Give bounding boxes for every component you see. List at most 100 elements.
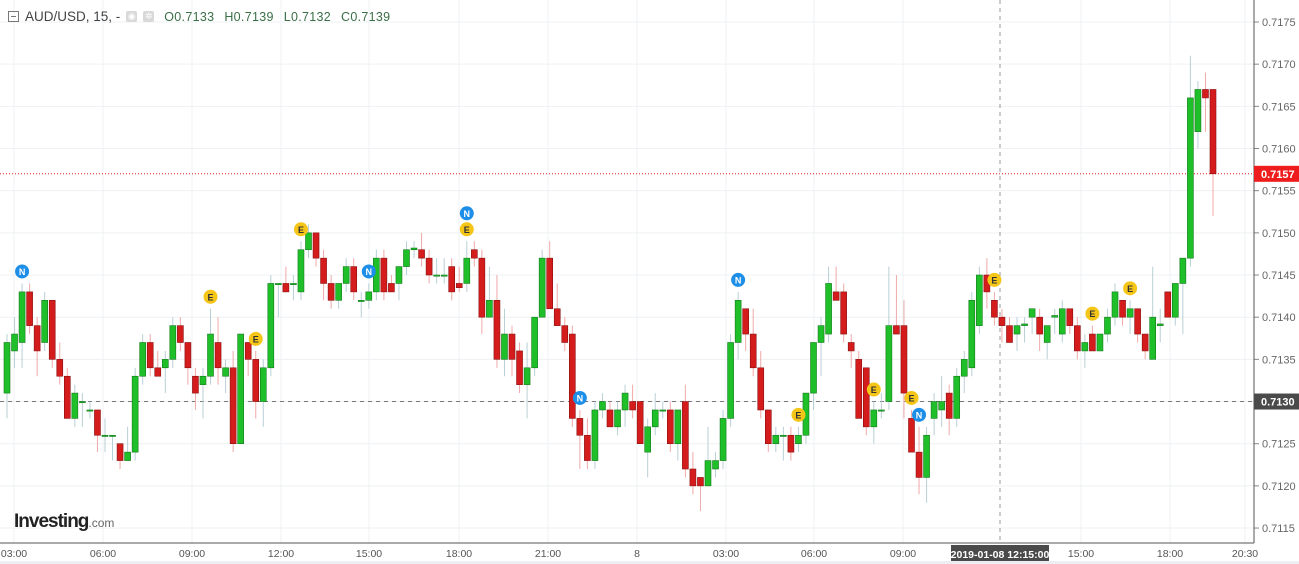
eye-icon[interactable]: ◉ [126,11,138,22]
gear-icon[interactable]: ✲ [143,11,155,22]
candle-body [953,375,961,419]
news-event-marker[interactable]: N [912,407,927,422]
candle-body [923,434,930,478]
crosshair-price-label-bg [1254,393,1299,410]
time-tick-label: 15:00 [356,548,382,560]
candle-body [177,325,184,343]
candle [169,317,177,368]
event-marker-letter: E [298,225,304,235]
crosshair-time-label: 2019-01-08 12:15:00 [951,549,1050,561]
symbol-label: AUD/USD, 15, - [25,9,121,24]
candle [410,241,418,259]
candle-body [1156,323,1164,326]
time-tick-label: 8 [634,548,640,560]
candle [124,426,131,461]
candle [297,241,305,301]
price-tick-label: 0.7175 [1262,17,1296,29]
candle [591,401,599,470]
candle [448,258,456,301]
candle [960,350,968,394]
candle [1141,333,1149,360]
time-tick-label: 15:00 [1068,548,1094,560]
candle [659,401,667,419]
candle-body [455,283,463,288]
candle-body [915,451,923,478]
news-event-marker[interactable]: N [572,390,587,405]
economic-event-marker[interactable]: E [987,272,1002,287]
economic-event-marker[interactable]: E [459,222,474,237]
event-marker-circle [791,407,806,422]
time-tick-label: 18:00 [1157,548,1183,560]
news-event-marker[interactable]: N [731,272,746,287]
candle-body [161,359,169,369]
candle-body [131,375,139,453]
candle [908,409,915,453]
candle [870,401,878,444]
candle [832,266,840,301]
time-tick-label: 06:00 [801,548,827,560]
candle-body [41,300,48,343]
economic-event-marker[interactable]: E [293,222,308,237]
candle-body [976,274,983,326]
current-price-label: 0.7157 [1261,169,1295,181]
candle [704,426,712,487]
economic-event-marker[interactable]: E [1123,281,1138,296]
candle [817,317,825,377]
candle-body [1043,325,1051,343]
candle [576,409,584,470]
candle-body [1187,97,1194,259]
price-tick-label: 0.7115 [1262,523,1295,535]
candle [772,426,780,453]
event-marker-circle [459,222,474,237]
economic-event-marker[interactable]: E [1085,306,1100,321]
candle [998,308,1006,343]
candle [1111,283,1119,326]
candle-body [787,434,795,453]
candle [945,384,953,436]
candle-body [900,325,908,394]
candle-body [1111,291,1119,318]
candle-body [666,409,674,444]
candle [1089,325,1096,352]
event-marker-circle [904,390,919,405]
candle-body [659,409,667,412]
candle [712,452,719,478]
candle [523,342,531,419]
economic-event-marker[interactable]: E [248,331,263,346]
candle [320,249,327,301]
candle-body [305,232,312,251]
event-marker-letter: N [366,267,373,277]
event-marker-letter: E [871,385,877,395]
price-tick-label: 0.7135 [1262,354,1296,366]
candle-body [847,342,855,352]
candle-body [780,434,787,437]
candle [862,367,870,436]
economic-event-marker[interactable]: E [203,289,218,304]
candle-body [335,283,342,301]
event-marker-circle [912,407,927,422]
high-value: H0.7139 [224,9,274,24]
candle [674,409,682,461]
economic-event-marker[interactable]: E [791,407,806,422]
candle-body [1141,333,1149,352]
candle [666,401,674,453]
candle [825,266,832,343]
news-event-marker[interactable]: N [15,264,30,279]
event-marker-letter: N [577,393,584,403]
candle [222,359,229,394]
candle-body [64,375,71,419]
candle-body [493,300,501,360]
candle [636,401,644,444]
candle [689,452,697,495]
candle [18,283,26,368]
collapse-icon[interactable] [8,11,19,22]
economic-event-marker[interactable]: E [904,390,919,405]
news-event-marker[interactable]: N [361,264,376,279]
candle-body [501,333,508,360]
news-event-marker[interactable]: N [459,206,474,221]
candle-body [810,342,817,394]
economic-event-marker[interactable]: E [866,382,881,397]
candle [780,426,787,461]
candle-body [478,257,486,318]
